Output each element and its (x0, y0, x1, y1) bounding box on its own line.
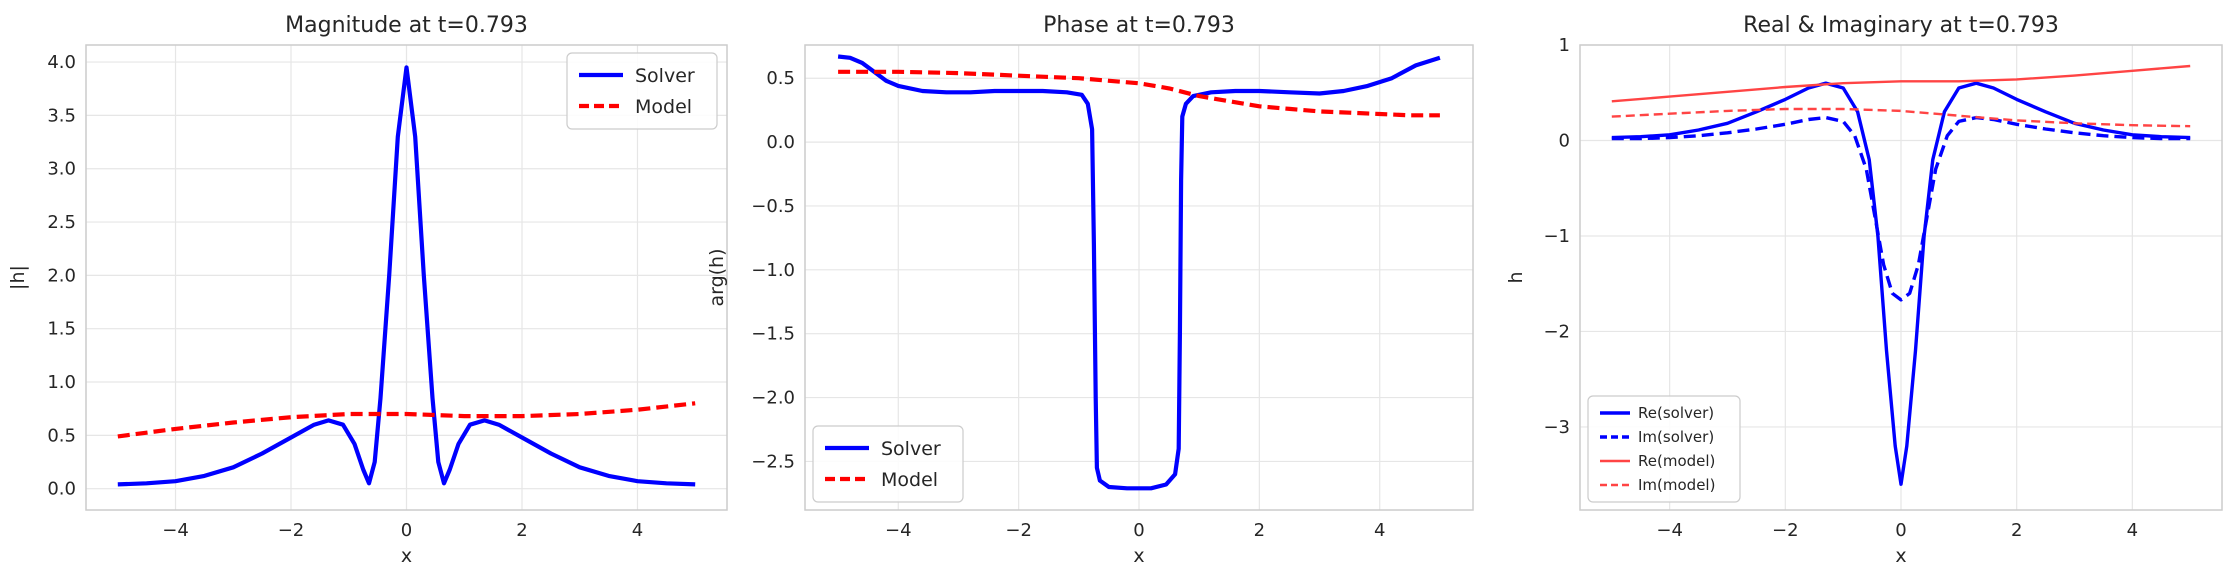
series-line-solver (117, 65, 696, 487)
legend-label: Model (881, 469, 938, 491)
x-tick-label: 4 (1374, 520, 1385, 541)
x-tick-label: 4 (2127, 520, 2138, 541)
x-tick-label: −4 (162, 520, 189, 541)
axes-frame (1579, 44, 2223, 511)
series-line-solver (837, 54, 1441, 491)
y-tick-label: 0.0 (47, 479, 76, 500)
y-tick-label: 0 (1559, 130, 1570, 151)
x-tick-label: −2 (1005, 520, 1032, 541)
x-tick-label: 2 (516, 520, 527, 541)
x-tick-label: 0 (1133, 520, 1144, 541)
x-tick-label: 2 (1254, 520, 1265, 541)
x-tick-label: 0 (1895, 520, 1906, 541)
chart-title: Phase at t=0.793 (1043, 13, 1235, 38)
legend-label: Im(solver) (1638, 428, 1714, 446)
y-tick-label: 0.0 (766, 132, 795, 153)
chart-panel-magnitude: −4 −2 0 2 4 0.0 0.5 1.0 1.5 2.0 2.5 3.0 3.5 4.0 Magnit… (7, 13, 728, 567)
y-axis-label: h (1505, 271, 1527, 283)
y-axis-label: |h| (7, 265, 29, 290)
legend: Solver Model (812, 425, 964, 503)
x-tick-label: −2 (278, 520, 305, 541)
legend-box (566, 52, 718, 130)
x-axis-label: x (1895, 545, 1906, 567)
axes-frame (85, 44, 728, 511)
y-tick-label: −2 (1543, 321, 1570, 342)
series-line-re-solver (1611, 81, 2191, 486)
y-tick-label: 1 (1559, 35, 1570, 56)
series-line-model (838, 69, 1440, 118)
series-line-re-model (1611, 64, 2191, 103)
y-tick-label: −1 (1543, 226, 1570, 247)
legend-label: Solver (881, 438, 941, 460)
y-tick-label: 1.0 (47, 372, 76, 393)
series-line-im-model (1611, 107, 2191, 128)
y-tick-label: 3.0 (47, 159, 76, 180)
chart-title: Real & Imaginary at t=0.793 (1743, 13, 2059, 38)
y-tick-label: −1.0 (751, 260, 795, 281)
y-tick-label: 1.5 (47, 319, 76, 340)
y-tick-label: −0.5 (751, 196, 795, 217)
y-tick-label: −3 (1543, 417, 1570, 438)
axes-frame (804, 44, 1474, 511)
chart-title: Magnitude at t=0.793 (285, 13, 528, 38)
legend-box (812, 425, 964, 503)
y-tick-label: −2.0 (751, 388, 795, 409)
x-tick-label: −2 (1772, 520, 1799, 541)
y-tick-label: 0.5 (47, 425, 76, 446)
y-tick-label: −2.5 (751, 451, 795, 472)
x-tick-label: −4 (1656, 520, 1683, 541)
legend: Solver Model (566, 52, 718, 130)
x-axis-label: x (1133, 545, 1144, 567)
y-axis-label: arg(h) (706, 248, 728, 306)
legend-label: Solver (635, 65, 695, 87)
series-line-im-solver (1611, 115, 2191, 302)
legend: Re(solver) Im(solver) Re(model) Im(model) (1587, 395, 1741, 503)
x-axis-label: x (401, 545, 412, 567)
legend-label: Re(solver) (1638, 404, 1714, 422)
x-tick-label: −4 (885, 520, 912, 541)
y-tick-label: 3.5 (47, 105, 76, 126)
x-tick-label: 0 (401, 520, 412, 541)
y-tick-label: 2.0 (47, 265, 76, 286)
legend-label: Re(model) (1638, 452, 1715, 470)
y-tick-label: 0.5 (766, 68, 795, 89)
y-tick-label: 2.5 (47, 212, 76, 233)
legend-box (1587, 395, 1741, 503)
y-tick-label: −1.5 (751, 324, 795, 345)
x-tick-label: 4 (632, 520, 643, 541)
legend-label: Im(model) (1638, 476, 1715, 494)
legend-label: Model (635, 96, 692, 118)
chart-panel-real-imag: −4 −2 0 2 4 1 0 −1 −2 −3 Real & Imaginary at t=0.7… (1505, 13, 2223, 567)
chart-panel-phase: −4 −2 0 2 4 0.5 0.0 −0.5 −1.0 −1.5 −2.0 −2.5 Phase a… (706, 13, 1474, 567)
x-tick-label: 2 (2011, 520, 2022, 541)
series-line-model (117, 401, 696, 439)
y-tick-label: 4.0 (47, 52, 76, 73)
